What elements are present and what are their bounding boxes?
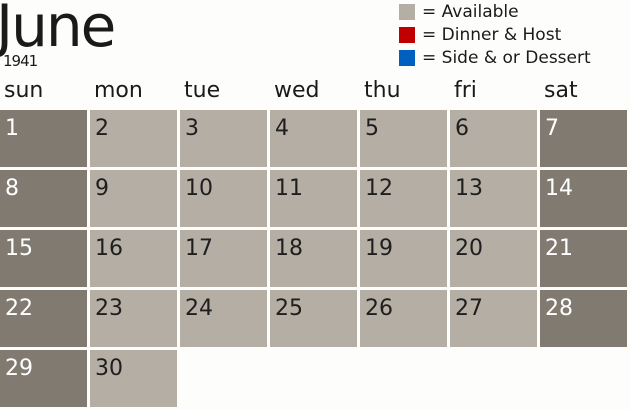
legend-item-side: = Side & or Dessert bbox=[399, 46, 591, 69]
day-cell-27[interactable]: 27 bbox=[450, 290, 537, 347]
legend-item-available: = Available bbox=[399, 0, 591, 23]
day-cell-6[interactable]: 6 bbox=[450, 110, 537, 167]
day-cell-13[interactable]: 13 bbox=[450, 170, 537, 227]
day-cell-10[interactable]: 10 bbox=[180, 170, 267, 227]
legend-item-dinner: = Dinner & Host bbox=[399, 23, 591, 46]
day-cell-23[interactable]: 23 bbox=[90, 290, 177, 347]
day-cell-9[interactable]: 9 bbox=[90, 170, 177, 227]
day-header-sun: sun bbox=[4, 78, 44, 103]
swatch bbox=[399, 49, 415, 66]
day-cell-14[interactable]: 14 bbox=[540, 170, 627, 227]
day-header-sat: sat bbox=[544, 78, 578, 103]
day-cell-8[interactable]: 8 bbox=[0, 170, 87, 227]
day-cell-15[interactable]: 15 bbox=[0, 230, 87, 287]
swatch bbox=[399, 3, 415, 20]
day-header-tue: tue bbox=[184, 78, 221, 103]
day-cell-3[interactable]: 3 bbox=[180, 110, 267, 167]
day-cell-18[interactable]: 18 bbox=[270, 230, 357, 287]
legend: = Available = Dinner & Host = Side & or … bbox=[399, 0, 591, 69]
day-cell-5[interactable]: 5 bbox=[360, 110, 447, 167]
month-title: June bbox=[0, 0, 116, 60]
day-cell-7[interactable]: 7 bbox=[540, 110, 627, 167]
legend-label: = Available bbox=[422, 1, 519, 22]
day-cell-20[interactable]: 20 bbox=[450, 230, 537, 287]
day-cell-4[interactable]: 4 bbox=[270, 110, 357, 167]
day-cell-24[interactable]: 24 bbox=[180, 290, 267, 347]
day-cell-22[interactable]: 22 bbox=[0, 290, 87, 347]
day-cell-16[interactable]: 16 bbox=[90, 230, 177, 287]
day-cell-28[interactable]: 28 bbox=[540, 290, 627, 347]
day-cell-29[interactable]: 29 bbox=[0, 350, 87, 407]
day-cell-30[interactable]: 30 bbox=[90, 350, 177, 407]
day-cell-17[interactable]: 17 bbox=[180, 230, 267, 287]
day-header-wed: wed bbox=[274, 78, 320, 103]
day-cell-2[interactable]: 2 bbox=[90, 110, 177, 167]
day-cell-19[interactable]: 19 bbox=[360, 230, 447, 287]
day-cell-11[interactable]: 11 bbox=[270, 170, 357, 227]
day-cell-12[interactable]: 12 bbox=[360, 170, 447, 227]
swatch bbox=[399, 26, 415, 43]
day-cell-26[interactable]: 26 bbox=[360, 290, 447, 347]
day-cell-1[interactable]: 1 bbox=[0, 110, 87, 167]
day-cell-21[interactable]: 21 bbox=[540, 230, 627, 287]
day-cell-25[interactable]: 25 bbox=[270, 290, 357, 347]
year-label: 1941 bbox=[3, 52, 38, 70]
day-header-mon: mon bbox=[94, 78, 143, 103]
day-header-fri: fri bbox=[454, 78, 477, 103]
legend-label: = Dinner & Host bbox=[422, 24, 562, 45]
day-header-thu: thu bbox=[364, 78, 401, 103]
legend-label: = Side & or Dessert bbox=[422, 47, 591, 68]
